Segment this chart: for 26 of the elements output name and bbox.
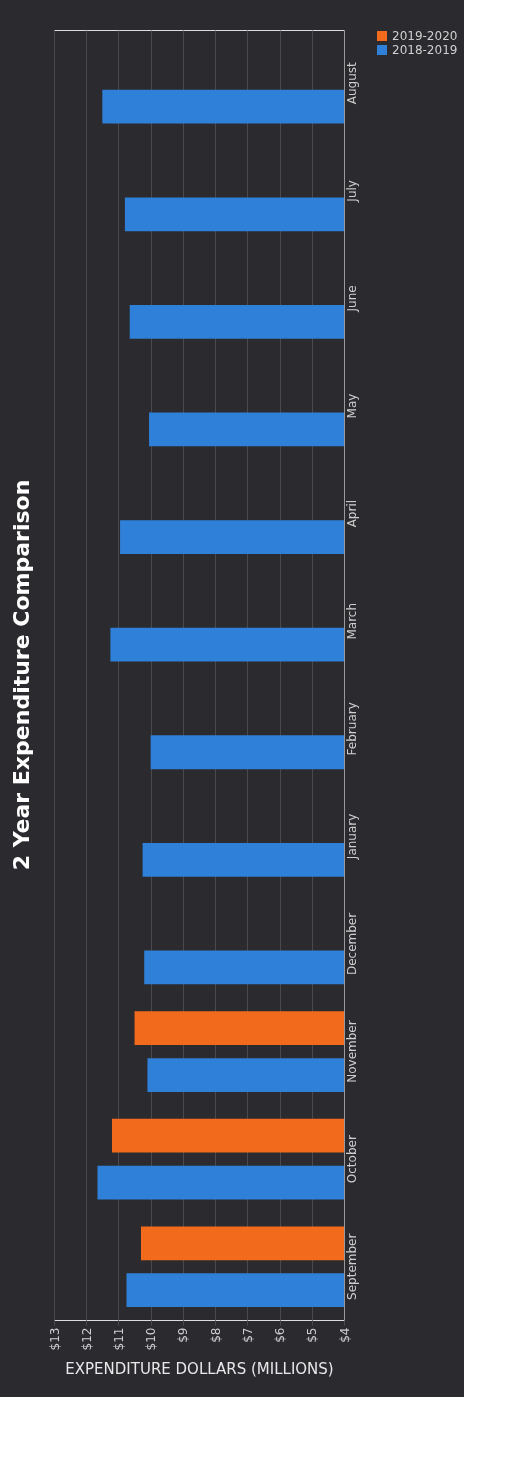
x-tick-label: $11	[111, 1327, 126, 1351]
y-tick-label: June	[344, 285, 359, 313]
y-tick-label: February	[344, 702, 359, 756]
y-tick-label: May	[344, 393, 359, 419]
y-tick-label: October	[344, 1135, 359, 1184]
y-tick-label: April	[344, 499, 359, 528]
x-tick-label: $6	[273, 1327, 288, 1343]
x-axis-title: EXPENDITURE DOLLARS (MILLIONS)	[65, 1360, 334, 1379]
x-tick-label: $10	[144, 1327, 159, 1351]
y-tick-label: November	[344, 1020, 359, 1083]
x-tick-label: $13	[47, 1327, 62, 1351]
x-tick-label: $8	[208, 1327, 223, 1343]
x-tick-label: $12	[79, 1327, 94, 1351]
x-tick-label: $7	[240, 1327, 255, 1343]
legend-label: 2019-2020	[392, 29, 458, 43]
legend-label: 2018-2019	[392, 43, 458, 57]
x-tick-label: $9	[176, 1327, 191, 1343]
x-tick-label: $4	[337, 1327, 352, 1343]
y-tick-label: March	[344, 602, 359, 640]
y-tick-label: September	[344, 1233, 359, 1300]
x-tick-label: $5	[305, 1327, 320, 1343]
y-tick-label: January	[344, 813, 359, 861]
y-tick-label: December	[344, 912, 359, 976]
y-tick-label: August	[344, 61, 359, 105]
text: 2 Year Expenditure Comparison	[9, 479, 34, 871]
y-tick-label: July	[344, 180, 359, 203]
